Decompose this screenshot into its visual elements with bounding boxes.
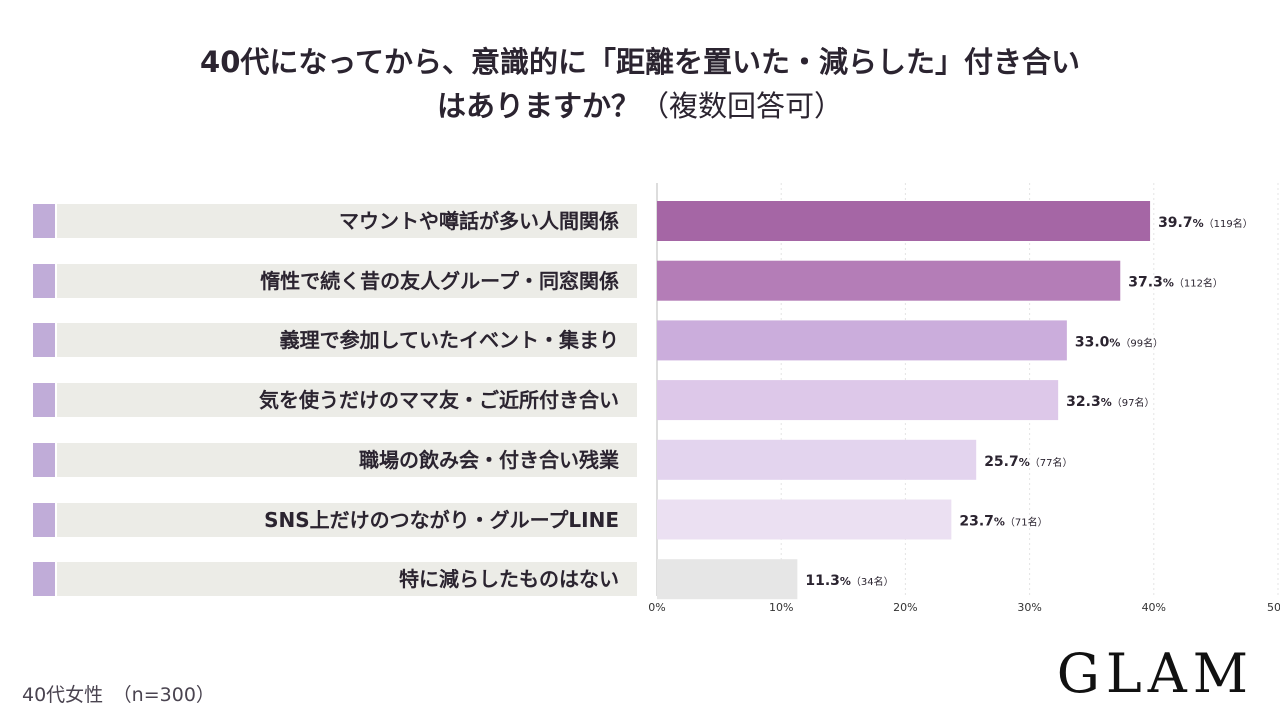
bar-value-label: 23.7%（71名） bbox=[959, 514, 1047, 530]
bar-value-label: 39.7%（119名） bbox=[1158, 215, 1253, 231]
label-marker bbox=[33, 204, 55, 238]
label-marker bbox=[33, 323, 55, 358]
category-label-row: 特に減らしたものはない bbox=[33, 562, 637, 597]
category-label: 特に減らしたものはない bbox=[57, 562, 637, 597]
x-tick-label: 20% bbox=[893, 601, 917, 614]
bar-value-label: 32.3%（97名） bbox=[1066, 394, 1154, 410]
category-label: 惰性で続く昔の友人グループ・同窓関係 bbox=[57, 263, 637, 298]
bar bbox=[657, 439, 977, 480]
category-label: マウントや噂話が多い人間関係 bbox=[57, 204, 637, 238]
bar-value-label: 37.3%（112名） bbox=[1128, 275, 1223, 291]
title-question: はありますか？ bbox=[436, 89, 640, 123]
sample-note: 40代女性 （n=300） bbox=[22, 684, 215, 706]
chart-title: 40代になってから、意識的に「距離を置いた・減らした」付き合い はありますか？（… bbox=[0, 40, 1280, 128]
bar bbox=[657, 499, 952, 540]
title-line-2: はありますか？（複数回答可） bbox=[0, 84, 1280, 128]
category-label-row: 気を使うだけのママ友・ご近所付き合い bbox=[33, 383, 637, 418]
bar-value-label: 33.0%（99名） bbox=[1075, 334, 1163, 350]
bar bbox=[657, 260, 1121, 301]
x-tick-label: 40% bbox=[1142, 601, 1166, 614]
label-marker bbox=[33, 263, 55, 298]
category-label-row: マウントや噂話が多い人間関係 bbox=[33, 204, 637, 238]
label-marker bbox=[33, 383, 55, 418]
category-label-row: 惰性で続く昔の友人グループ・同窓関係 bbox=[33, 263, 637, 298]
x-tick-label: 10% bbox=[769, 601, 793, 614]
label-marker bbox=[33, 502, 55, 537]
category-label: 義理で参加していたイベント・集まり bbox=[57, 323, 637, 358]
category-label-row: 義理で参加していたイベント・集まり bbox=[33, 323, 637, 358]
title-line-1: 40代になってから、意識的に「距離を置いた・減らした」付き合い bbox=[200, 45, 1080, 79]
bar bbox=[657, 201, 1151, 241]
category-label: 気を使うだけのママ友・ご近所付き合い bbox=[57, 383, 637, 418]
label-marker bbox=[33, 442, 55, 477]
x-tick-label: 0% bbox=[648, 601, 665, 614]
bar-value-label: 25.7%（77名） bbox=[984, 454, 1072, 470]
x-tick-label: 30% bbox=[1017, 601, 1041, 614]
bar bbox=[657, 559, 798, 600]
category-label-row: 職場の飲み会・付き合い残業 bbox=[33, 442, 637, 477]
glam-logo: GLAM bbox=[1056, 642, 1254, 705]
category-label: 職場の飲み会・付き合い残業 bbox=[57, 442, 637, 477]
bar bbox=[657, 320, 1067, 361]
bar bbox=[657, 380, 1059, 421]
category-label: SNS上だけのつながり・グループLINE bbox=[57, 502, 637, 537]
bar-value-label: 11.3%（34名） bbox=[805, 573, 893, 589]
title-note: （複数回答可） bbox=[640, 89, 844, 123]
label-marker bbox=[33, 562, 55, 597]
x-tick-label: 50 bbox=[1267, 601, 1280, 614]
category-label-row: SNS上だけのつながり・グループLINE bbox=[33, 502, 637, 537]
